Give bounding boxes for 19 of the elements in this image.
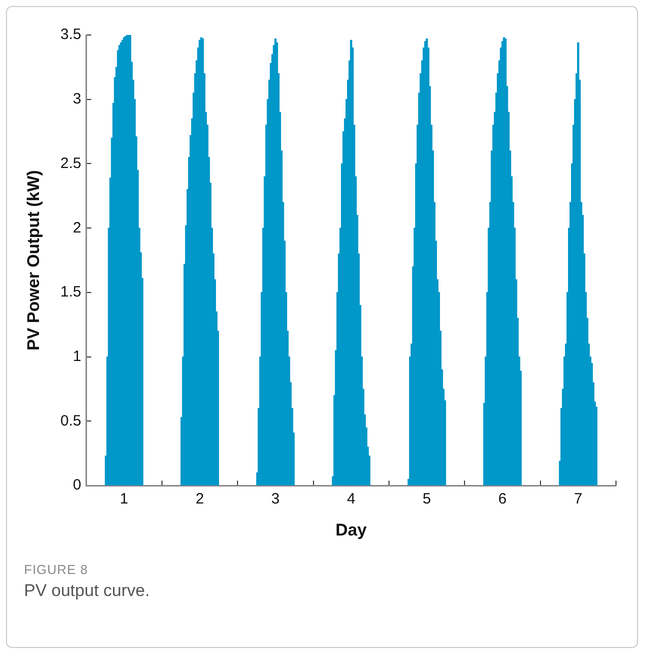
y-tick-label: 3 [72,90,82,108]
y-tick-label: 2.5 [60,154,82,172]
x-axis-title: Day [336,520,368,540]
x-tick-label: 7 [574,490,582,508]
x-tick-label: 6 [498,490,507,508]
y-tick-label: 0 [72,476,82,494]
text: PV output curve. [24,581,150,601]
x-tick-label: 1 [120,490,128,508]
x-tick-label: 5 [422,490,431,508]
y-axis-title: PV Power Output (kW) [24,170,43,350]
x-tick-label: 4 [346,490,356,508]
y-tick-label: 2 [72,219,82,236]
x-tick-label: 3 [271,490,280,508]
y-tick-label: 3.5 [60,26,82,44]
x-tick-label: 2 [196,490,204,508]
y-tick-label: 0.5 [60,412,82,430]
caption: FIGURE 8 [24,562,89,577]
y-tick-label: 1 [72,348,82,365]
y-tick-label: 1.5 [60,284,82,301]
